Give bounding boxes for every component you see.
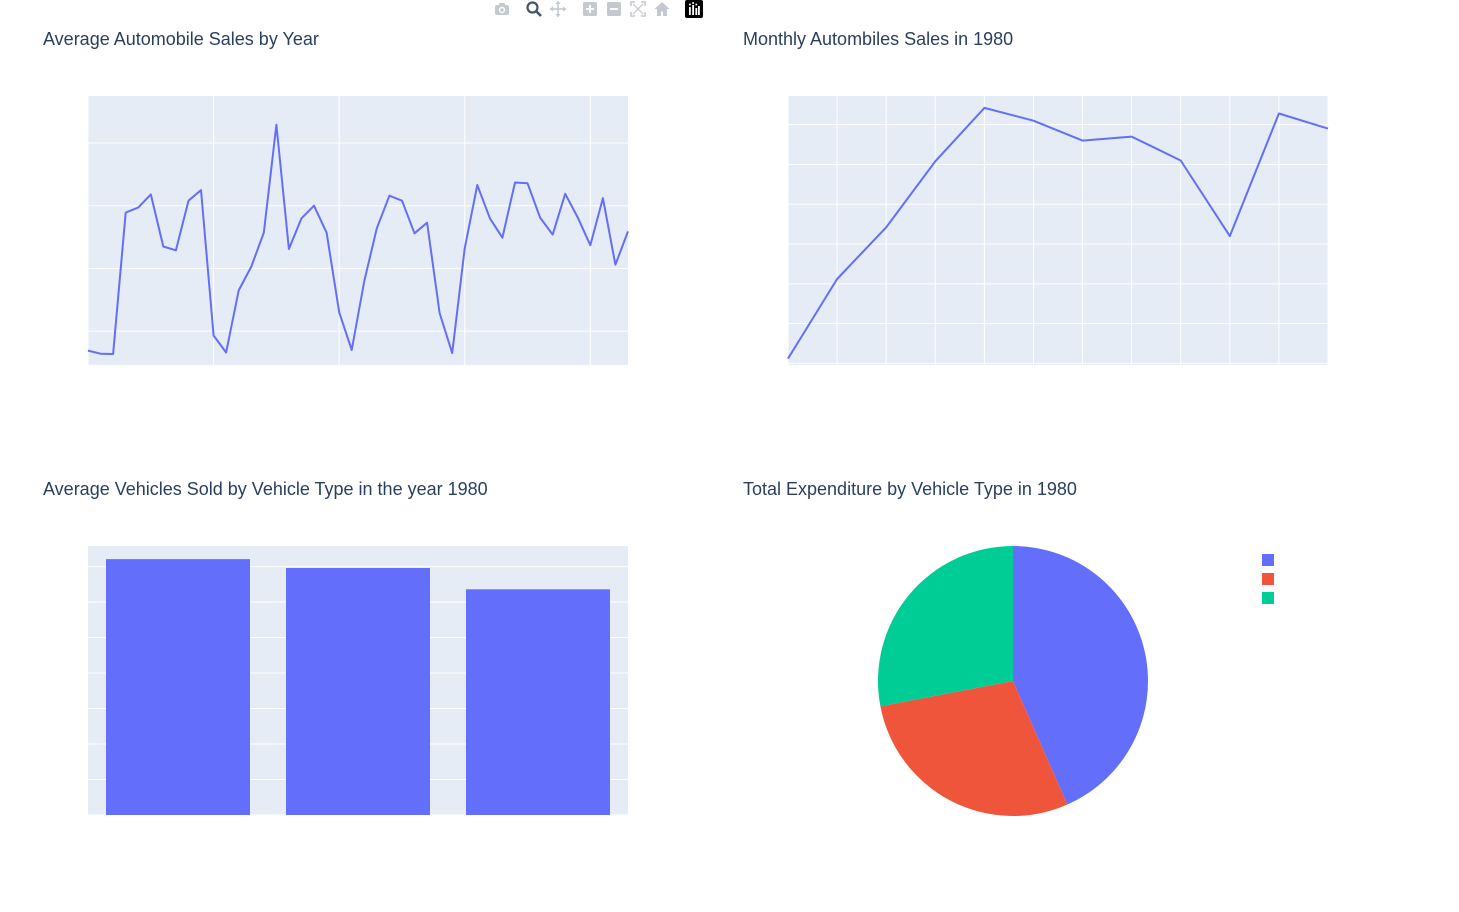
modebar	[488, 0, 713, 18]
chart3-title: Average Vehicles Sold by Vehicle Type in…	[43, 479, 488, 499]
zoom-icon[interactable]	[525, 0, 543, 18]
bar	[286, 568, 430, 815]
series-line	[87, 123, 629, 355]
expenditure-pie-chart	[877, 546, 1274, 817]
plot-area	[788, 96, 1328, 365]
pie-slice	[880, 681, 1068, 817]
camera-icon[interactable]	[493, 0, 511, 18]
vehicle-type-bar-chart	[88, 546, 628, 816]
monthly-sales-line-chart	[787, 96, 1329, 365]
autoscale-icon[interactable]	[629, 0, 647, 18]
pie-slice	[877, 546, 1013, 707]
plotly-logo-icon[interactable]	[685, 0, 703, 18]
plot-area	[88, 96, 628, 365]
series-line	[787, 106, 1329, 360]
legend-swatch	[1262, 573, 1274, 585]
legend-swatch	[1262, 592, 1274, 604]
chart1-title: Average Automobile Sales by Year	[43, 29, 319, 49]
chart4-title: Total Expenditure by Vehicle Type in 198…	[743, 479, 1077, 499]
zoom-in-icon[interactable]	[581, 0, 599, 18]
bar	[466, 589, 610, 815]
pan-icon[interactable]	[549, 0, 567, 18]
zoom-out-icon[interactable]	[605, 0, 623, 18]
bar	[106, 559, 250, 815]
legend-swatch	[1262, 554, 1274, 566]
chart2-title: Monthly Autombiles Sales in 1980	[743, 29, 1014, 49]
pie-slice	[1013, 546, 1149, 805]
yearly-sales-line-chart	[87, 96, 629, 365]
reset-axes-icon[interactable]	[653, 0, 671, 18]
